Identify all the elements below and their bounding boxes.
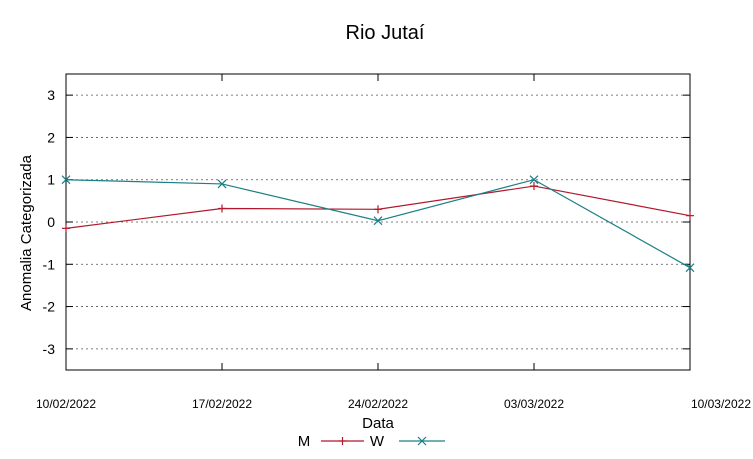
legend-entry-M: M xyxy=(298,433,364,450)
series-M xyxy=(62,182,694,233)
data-point-M xyxy=(530,182,538,191)
grid-lines xyxy=(66,94,690,350)
y-tick-label: 0 xyxy=(47,214,55,230)
data-point-W xyxy=(685,263,695,273)
legend-label: M xyxy=(298,433,311,450)
data-point-W xyxy=(217,179,227,189)
marker-stroke xyxy=(685,263,695,273)
x-ticks: 10/02/2022 17/02/2022 24/02/2022 03/03/2022… xyxy=(36,74,751,411)
legend-swatch-marker xyxy=(417,436,427,446)
data-point-W xyxy=(61,175,71,185)
y-tick-label: -2 xyxy=(43,299,56,315)
data-point-M xyxy=(62,224,70,233)
y-tick-label: -1 xyxy=(43,256,56,272)
y-tick-label: 1 xyxy=(47,172,55,188)
marker-stroke xyxy=(529,175,539,185)
x-tick-label: 03/03/2022 xyxy=(504,397,564,411)
data-point-M xyxy=(686,211,694,220)
data-point-W xyxy=(529,175,539,185)
y-tick-label: 3 xyxy=(47,87,55,103)
marker-stroke xyxy=(373,216,383,226)
y-tick-label: 2 xyxy=(47,129,55,145)
data-point-W xyxy=(373,216,383,226)
x-tick-label: 24/02/2022 xyxy=(348,397,408,411)
legend-entry-W: W xyxy=(370,433,445,450)
chart-title: Rio Jutaí xyxy=(346,22,425,44)
series-W xyxy=(61,175,695,273)
series-layer xyxy=(61,175,695,273)
y-tick-label: -3 xyxy=(43,341,56,357)
data-point-M xyxy=(374,205,382,214)
x-tick-label: 10/02/2022 xyxy=(36,397,96,411)
series-line-W xyxy=(65,179,691,269)
legend-label: W xyxy=(370,433,385,450)
x-tick-label: 10/03/2022 xyxy=(691,397,751,411)
x-tick-label: 17/02/2022 xyxy=(192,397,252,411)
marker-stroke xyxy=(217,179,227,189)
x-axis-label: Data xyxy=(362,415,394,432)
data-point-M xyxy=(218,204,226,213)
marker-stroke xyxy=(61,175,71,185)
y-axis-label: Anomalia Categorizada xyxy=(18,154,35,311)
